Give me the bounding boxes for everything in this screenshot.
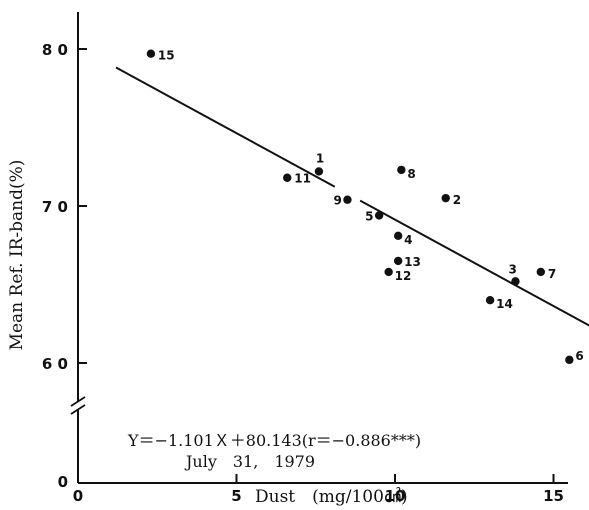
y-axis-title: Mean Ref. IR-band(%) — [7, 160, 27, 351]
data-point-8 — [397, 165, 406, 175]
data-point-13 — [393, 256, 403, 266]
x-tick-label-5: 5 — [231, 487, 241, 505]
tick-labels: 6 07 08 000 5 10 15 — [42, 41, 564, 505]
y-axis-break-mark-2 — [70, 404, 86, 415]
data-point-9 — [343, 195, 352, 204]
annotation-date: July 31, 1979 — [184, 452, 315, 471]
y-tick-label-70: 7 0 — [42, 198, 68, 216]
data-point-7 — [536, 267, 546, 277]
data-point-5 — [374, 211, 384, 220]
x-tick-label-0: 0 — [73, 487, 83, 505]
data-point-label-4: 4 — [404, 233, 412, 247]
data-point-label-1: 1 — [316, 151, 324, 165]
data-point-label-6: 6 — [575, 349, 583, 363]
data-point-11 — [283, 173, 292, 182]
data-point-2 — [441, 193, 450, 203]
data-point-label-12: 12 — [395, 269, 412, 283]
regression-line-segment — [115, 66, 336, 188]
data-point-15 — [146, 49, 156, 58]
data-point-12 — [384, 267, 393, 277]
data-point-label-13: 13 — [404, 255, 421, 269]
data-points: 151119582413123714610 — [146, 49, 584, 365]
x-axis-title: Dust (mg/100㎠) — [255, 487, 408, 507]
regression-line-segment — [359, 199, 589, 327]
data-point-label-8: 8 — [407, 167, 415, 181]
axes — [70, 12, 568, 484]
data-point-14 — [485, 296, 495, 305]
data-point-1 — [314, 167, 324, 176]
data-point-label-5: 5 — [365, 209, 373, 223]
y-axis-break-mark-1 — [70, 396, 86, 407]
data-point-label-9: 9 — [333, 194, 341, 208]
y-tick-label-60: 6 0 — [42, 355, 68, 373]
y-tick-label-80: 8 0 — [42, 41, 68, 59]
data-point-label-3: 3 — [508, 262, 516, 276]
data-point-label-11: 11 — [294, 172, 311, 186]
data-point-label-2: 2 — [453, 193, 461, 207]
annotation-equation: Y＝−1.101Ｘ＋80.143(r＝−0.886***) — [127, 431, 421, 450]
y-origin-label: 0 — [58, 473, 68, 491]
x-tick-label-10: 10 — [385, 487, 406, 505]
data-point-label-14: 14 — [496, 297, 513, 311]
data-point-3 — [511, 277, 520, 286]
x-tick-label-15: 15 — [543, 487, 564, 505]
regression-line-group — [115, 66, 589, 327]
data-point-4 — [393, 231, 403, 241]
data-point-label-7: 7 — [548, 267, 556, 281]
data-point-6 — [565, 355, 574, 365]
data-point-label-15: 15 — [158, 49, 175, 63]
